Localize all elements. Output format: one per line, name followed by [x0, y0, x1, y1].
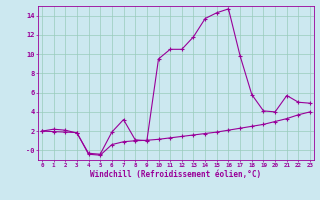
X-axis label: Windchill (Refroidissement éolien,°C): Windchill (Refroidissement éolien,°C) — [91, 170, 261, 179]
